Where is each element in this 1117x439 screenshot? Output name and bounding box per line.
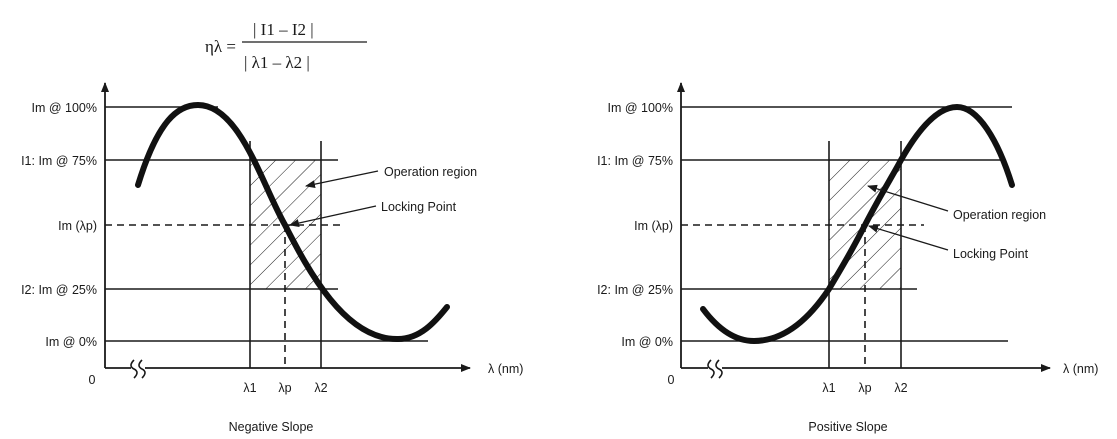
y-label-25: I2: Im @ 25%: [597, 283, 673, 297]
panel-negative-slope: Im @ 100% I1: Im @ 75% Im (λp) I2: Im @ …: [21, 82, 523, 434]
origin-label: 0: [89, 373, 96, 387]
formula-numerator: | I1 – I2 |: [253, 20, 314, 39]
x-tick-lambda2: λ2: [894, 381, 907, 395]
y-label-75: I1: Im @ 75%: [21, 154, 97, 168]
y-label-lock: Im (λp): [58, 219, 97, 233]
response-curve: [700, 103, 1015, 345]
panel-caption: Positive Slope: [808, 420, 887, 434]
operation-region-label: Operation region: [953, 208, 1046, 222]
panel-caption: Negative Slope: [229, 420, 314, 434]
y-label-75: I1: Im @ 75%: [597, 154, 673, 168]
axis-break-mark: [707, 359, 723, 379]
formula-lhs: ηλ =: [205, 37, 236, 56]
locking-point-label: Locking Point: [953, 247, 1029, 261]
x-unit-label: λ (nm): [488, 362, 523, 376]
locking-point-label: Locking Point: [381, 200, 457, 214]
x-tick-lambdap: λp: [858, 381, 871, 395]
panel-positive-slope: Im @ 100% I1: Im @ 75% Im (λp) I2: Im @ …: [597, 82, 1098, 434]
x-unit-label: λ (nm): [1063, 362, 1098, 376]
operation-region-label: Operation region: [384, 165, 477, 179]
operation-region-arrow: [867, 184, 949, 212]
axis-break-mark: [130, 359, 146, 379]
y-label-100: Im @ 100%: [608, 101, 674, 115]
origin-label: 0: [668, 373, 675, 387]
x-tick-lambdap: λp: [278, 381, 291, 395]
y-label-25: I2: Im @ 25%: [21, 283, 97, 297]
x-tick-lambda1: λ1: [822, 381, 835, 395]
x-tick-lambda2: λ2: [314, 381, 327, 395]
operation-region-arrow: [305, 170, 379, 189]
y-label-100: Im @ 100%: [32, 101, 98, 115]
y-label-lock: Im (λp): [634, 219, 673, 233]
locking-point-arrow: [868, 224, 949, 251]
y-label-0: Im @ 0%: [45, 335, 97, 349]
y-label-0: Im @ 0%: [621, 335, 673, 349]
formula: ηλ = | I1 – I2 | | λ1 – λ2 |: [205, 20, 367, 72]
x-tick-lambda1: λ1: [243, 381, 256, 395]
locking-point-arrow: [289, 205, 377, 227]
formula-denominator: | λ1 – λ2 |: [244, 53, 310, 72]
response-curve: [135, 101, 450, 343]
